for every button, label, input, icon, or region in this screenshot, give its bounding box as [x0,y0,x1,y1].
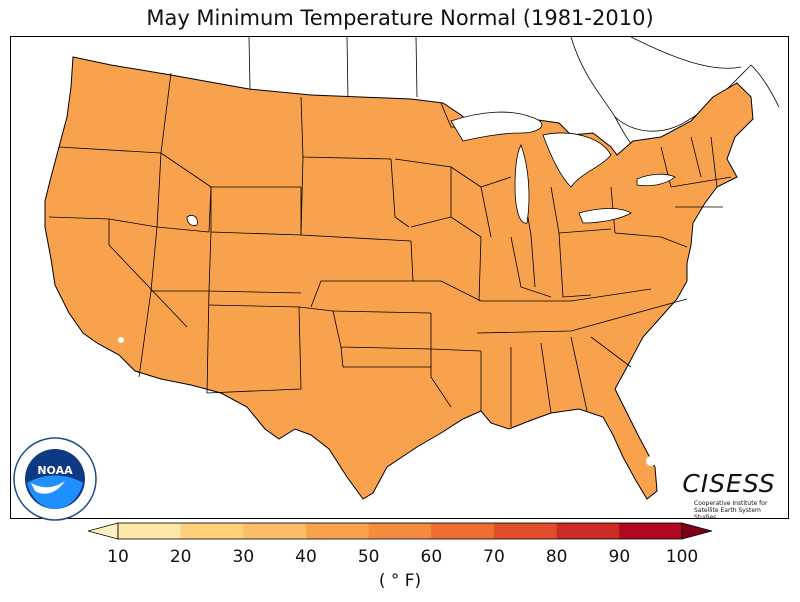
cisess-logo: CISESS Cooperative Institute for Satelli… [676,469,784,522]
colorbar-extend-high [681,522,712,540]
colorbar-bin [118,523,182,539]
colorbar-tick-label: 70 [483,547,505,567]
colorbar-extend-low [88,522,119,540]
cisess-logo-name: CISESS [682,469,776,498]
cisess-subtitle-line2: Satellite Earth System Studies [694,507,761,521]
colorbar-bin [619,523,683,539]
noaa-logo: NOAA [13,437,97,521]
colorbar-bins [117,522,683,540]
colorbar-bin [431,523,495,539]
units-label: ( ° F) [378,571,422,591]
colorbar-bin [556,523,620,539]
map-title: May Minimum Temperature Normal (1981-201… [146,6,654,30]
colorbar-tick-label: 30 [232,547,255,567]
colorbar-bin [243,523,307,539]
cisess-logo-subtitle: Cooperative Institute for Satellite Eart… [694,500,784,521]
colorbar-tick-label: 50 [357,547,380,567]
colorbar-bin [368,523,432,539]
colorbar-bin [494,523,558,539]
colorbar-tick-label: 60 [420,547,443,567]
colorbar-tick-label: 100 [665,547,699,567]
us-temperature-map [44,37,780,500]
noaa-logo-text: NOAA [37,464,73,477]
water-pockets [118,337,656,466]
state-borders [44,56,754,500]
colorbar-tick-label: 90 [608,547,631,567]
map-panel [10,36,789,519]
great-lakes [186,111,676,226]
colorbar-tick-label: 40 [295,547,317,567]
colorbar-bin [306,523,370,539]
colorbar-tick-label: 80 [545,547,568,567]
colorbar-tick-label: 10 [107,547,129,567]
colorbar-legend [88,522,712,540]
colorbar-bin [180,523,244,539]
colorbar-tick-label: 20 [169,547,192,567]
cisess-subtitle-line1: Cooperative Institute for [694,500,768,507]
